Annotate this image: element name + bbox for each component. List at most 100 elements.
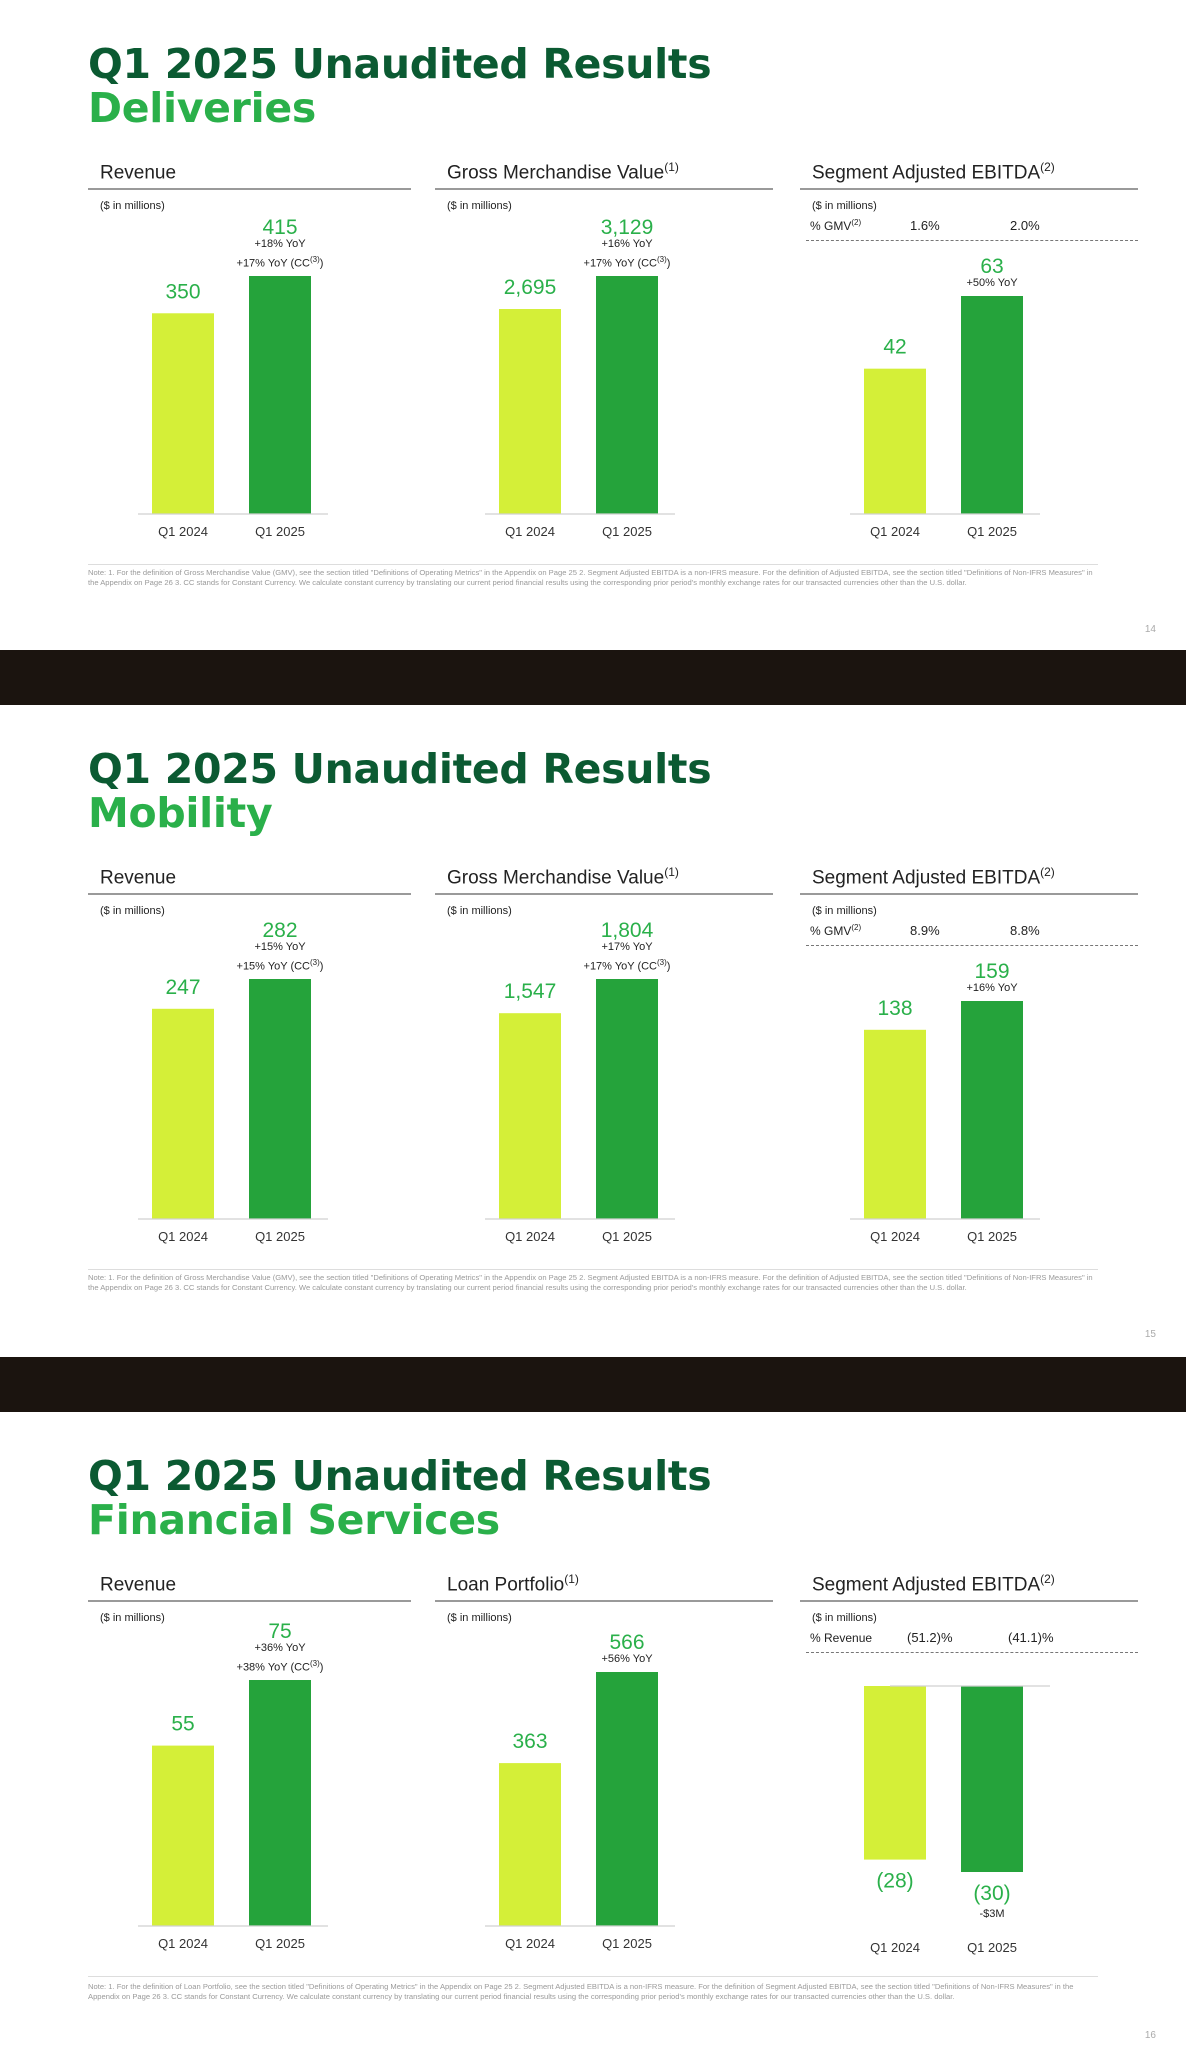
bar-chart: 350 415 Q1 2024 Q1 2025 [138,216,328,539]
percent-row-label-text: % Revenue [810,1631,873,1645]
yoy-cc-text: +17% YoY (CC [583,960,658,973]
percent-value: (41.1)% [1008,1630,1054,1645]
value-label: 1,804 [601,919,654,942]
value-label: 75 [268,1620,291,1643]
chart-panel: Revenue ($ in millions) 55 75 Q1 2024 Q1 2025… [88,1570,411,1960]
panel-title: Gross Merchandise Value(1) [447,865,679,889]
yoy-line: +50% YoY [966,277,1018,289]
yoy-line: +18% YoY [254,238,306,250]
yoy-change-label: +56% YoY [567,1651,687,1667]
value-label: 2,695 [504,276,557,299]
chart-panel: Gross Merchandise Value(1) ($ in millions… [435,158,773,548]
percent-row-divider [806,240,1138,241]
panel-title: Revenue [100,865,176,889]
bar-q1-2024 [152,1745,214,1926]
bar-q1-2025 [596,276,658,514]
percent-row-label-text: % GMV [810,219,852,233]
chart-panel: Revenue ($ in millions) 350 415 Q1 2024 Q1 20… [88,158,411,548]
category-label: Q1 2024 [505,524,555,539]
panel-title-text: Revenue [100,162,177,184]
yoy-line: +56% YoY [601,1653,653,1665]
panel-title-text: Revenue [100,1574,177,1596]
bar-q1-2024 [152,1008,214,1219]
yoy-cc-line: +17% YoY (CC(3)) [567,252,687,272]
category-label: Q1 2025 [602,524,652,539]
panel-title-footnote: (1) [564,1572,579,1586]
panel-title-rule [88,188,411,190]
yoy-cc-footnote: (3) [657,255,667,264]
panel-title-footnote: (1) [664,865,679,879]
yoy-cc-text: +17% YoY (CC [236,257,311,270]
yoy-cc-text: +15% YoY (CC [236,960,311,973]
page-number: 15 [1144,1329,1156,1340]
bar-q1-2024 [864,368,926,514]
yoy-cc-close: ) [319,257,324,270]
percent-value: 8.8% [1010,923,1040,938]
slide-subtitle: Deliveries [88,84,316,132]
percent-row-footnote: (2) [851,218,862,227]
panel-title-footnote: (2) [1040,1572,1055,1586]
bar-q1-2025 [961,296,1023,514]
value-label: 566 [609,1631,644,1654]
yoy-line: +16% YoY [966,982,1018,994]
value-label: (30) [973,1882,1010,1905]
bar-q1-2024 [499,309,561,514]
percent-row-label-text: % GMV [810,924,852,938]
panel-title: Loan Portfolio(1) [447,1572,579,1596]
yoy-cc-close: ) [319,1661,324,1674]
change-line: -$3M [979,1908,1005,1920]
value-label: 1,547 [504,980,557,1003]
bar-q1-2025 [249,979,311,1219]
value-label: 350 [165,280,200,303]
chart-panel: Segment Adjusted EBITDA(2) ($ in millions… [800,863,1138,1253]
unit-label: ($ in millions) [812,905,877,917]
value-label: (28) [876,1870,913,1893]
category-label: Q1 2024 [870,1940,920,1955]
slide: Q1 2025 Unaudited Results Mobility Revenue… [0,705,1186,1357]
yoy-cc-footnote: (3) [310,1659,320,1668]
panel-title-footnote: (2) [1040,865,1055,879]
unit-label: ($ in millions) [812,1612,877,1624]
value-label: 159 [974,960,1009,983]
bar-chart: 363 566 Q1 2024 Q1 2025 [485,1631,675,1951]
percent-value: 2.0% [1010,218,1040,233]
yoy-cc-line: +17% YoY (CC(3)) [220,252,340,272]
yoy-change-label: +36% YoY +38% YoY (CC(3)) [220,1640,340,1676]
slide: Q1 2025 Unaudited Results Deliveries Reven… [0,0,1186,650]
slide: Q1 2025 Unaudited Results Financial Servi… [0,1412,1186,2047]
percent-value: 1.6% [910,218,940,233]
yoy-cc-footnote: (3) [310,255,320,264]
percent-row-label: % Revenue [810,1630,872,1645]
panel-title: Segment Adjusted EBITDA(2) [812,160,1055,184]
panel-title: Revenue [100,1572,176,1596]
panel-title-rule [435,1600,773,1602]
bar-chart: 247 282 Q1 2024 Q1 2025 [138,919,328,1244]
panel-title-footnote: (2) [1040,160,1055,174]
footnote: Note: 1. For the definition of Gross Mer… [88,568,1093,587]
category-label: Q1 2025 [602,1936,652,1951]
slide-title: Q1 2025 Unaudited Results [88,745,712,793]
unit-label: ($ in millions) [447,1612,512,1624]
yoy-line: +15% YoY [254,941,306,953]
bar-chart: 55 75 Q1 2024 Q1 2025 [138,1620,328,1951]
percent-row-divider [806,945,1138,946]
percent-row-label: % GMV(2) [810,923,861,938]
category-label: Q1 2024 [158,524,208,539]
yoy-change-label: +18% YoY +17% YoY (CC(3)) [220,236,340,272]
bar-q1-2025 [249,1680,311,1926]
chart-panel: Gross Merchandise Value(1) ($ in millions… [435,863,773,1253]
percent-value: (51.2)% [907,1630,953,1645]
bar-chart: 2,695 3,129 Q1 2024 Q1 2025 [485,216,675,539]
panel-title-rule [800,1600,1138,1602]
bar-chart: 42 63 Q1 2024 Q1 2025 [850,255,1040,539]
bar-q1-2025 [596,979,658,1219]
chart-panel: Segment Adjusted EBITDA(2) ($ in millions… [800,1570,1138,1960]
unit-label: ($ in millions) [100,905,165,917]
category-label: Q1 2025 [967,524,1017,539]
category-label: Q1 2025 [255,1936,305,1951]
slide-title: Q1 2025 Unaudited Results [88,1452,712,1500]
chart-panel: Revenue ($ in millions) 247 282 Q1 2024 Q1 20… [88,863,411,1253]
value-label: 42 [883,336,906,359]
chart-panel: Loan Portfolio(1) ($ in millions) 363 566 Q1… [435,1570,773,1960]
footnote-divider [88,1269,1098,1270]
